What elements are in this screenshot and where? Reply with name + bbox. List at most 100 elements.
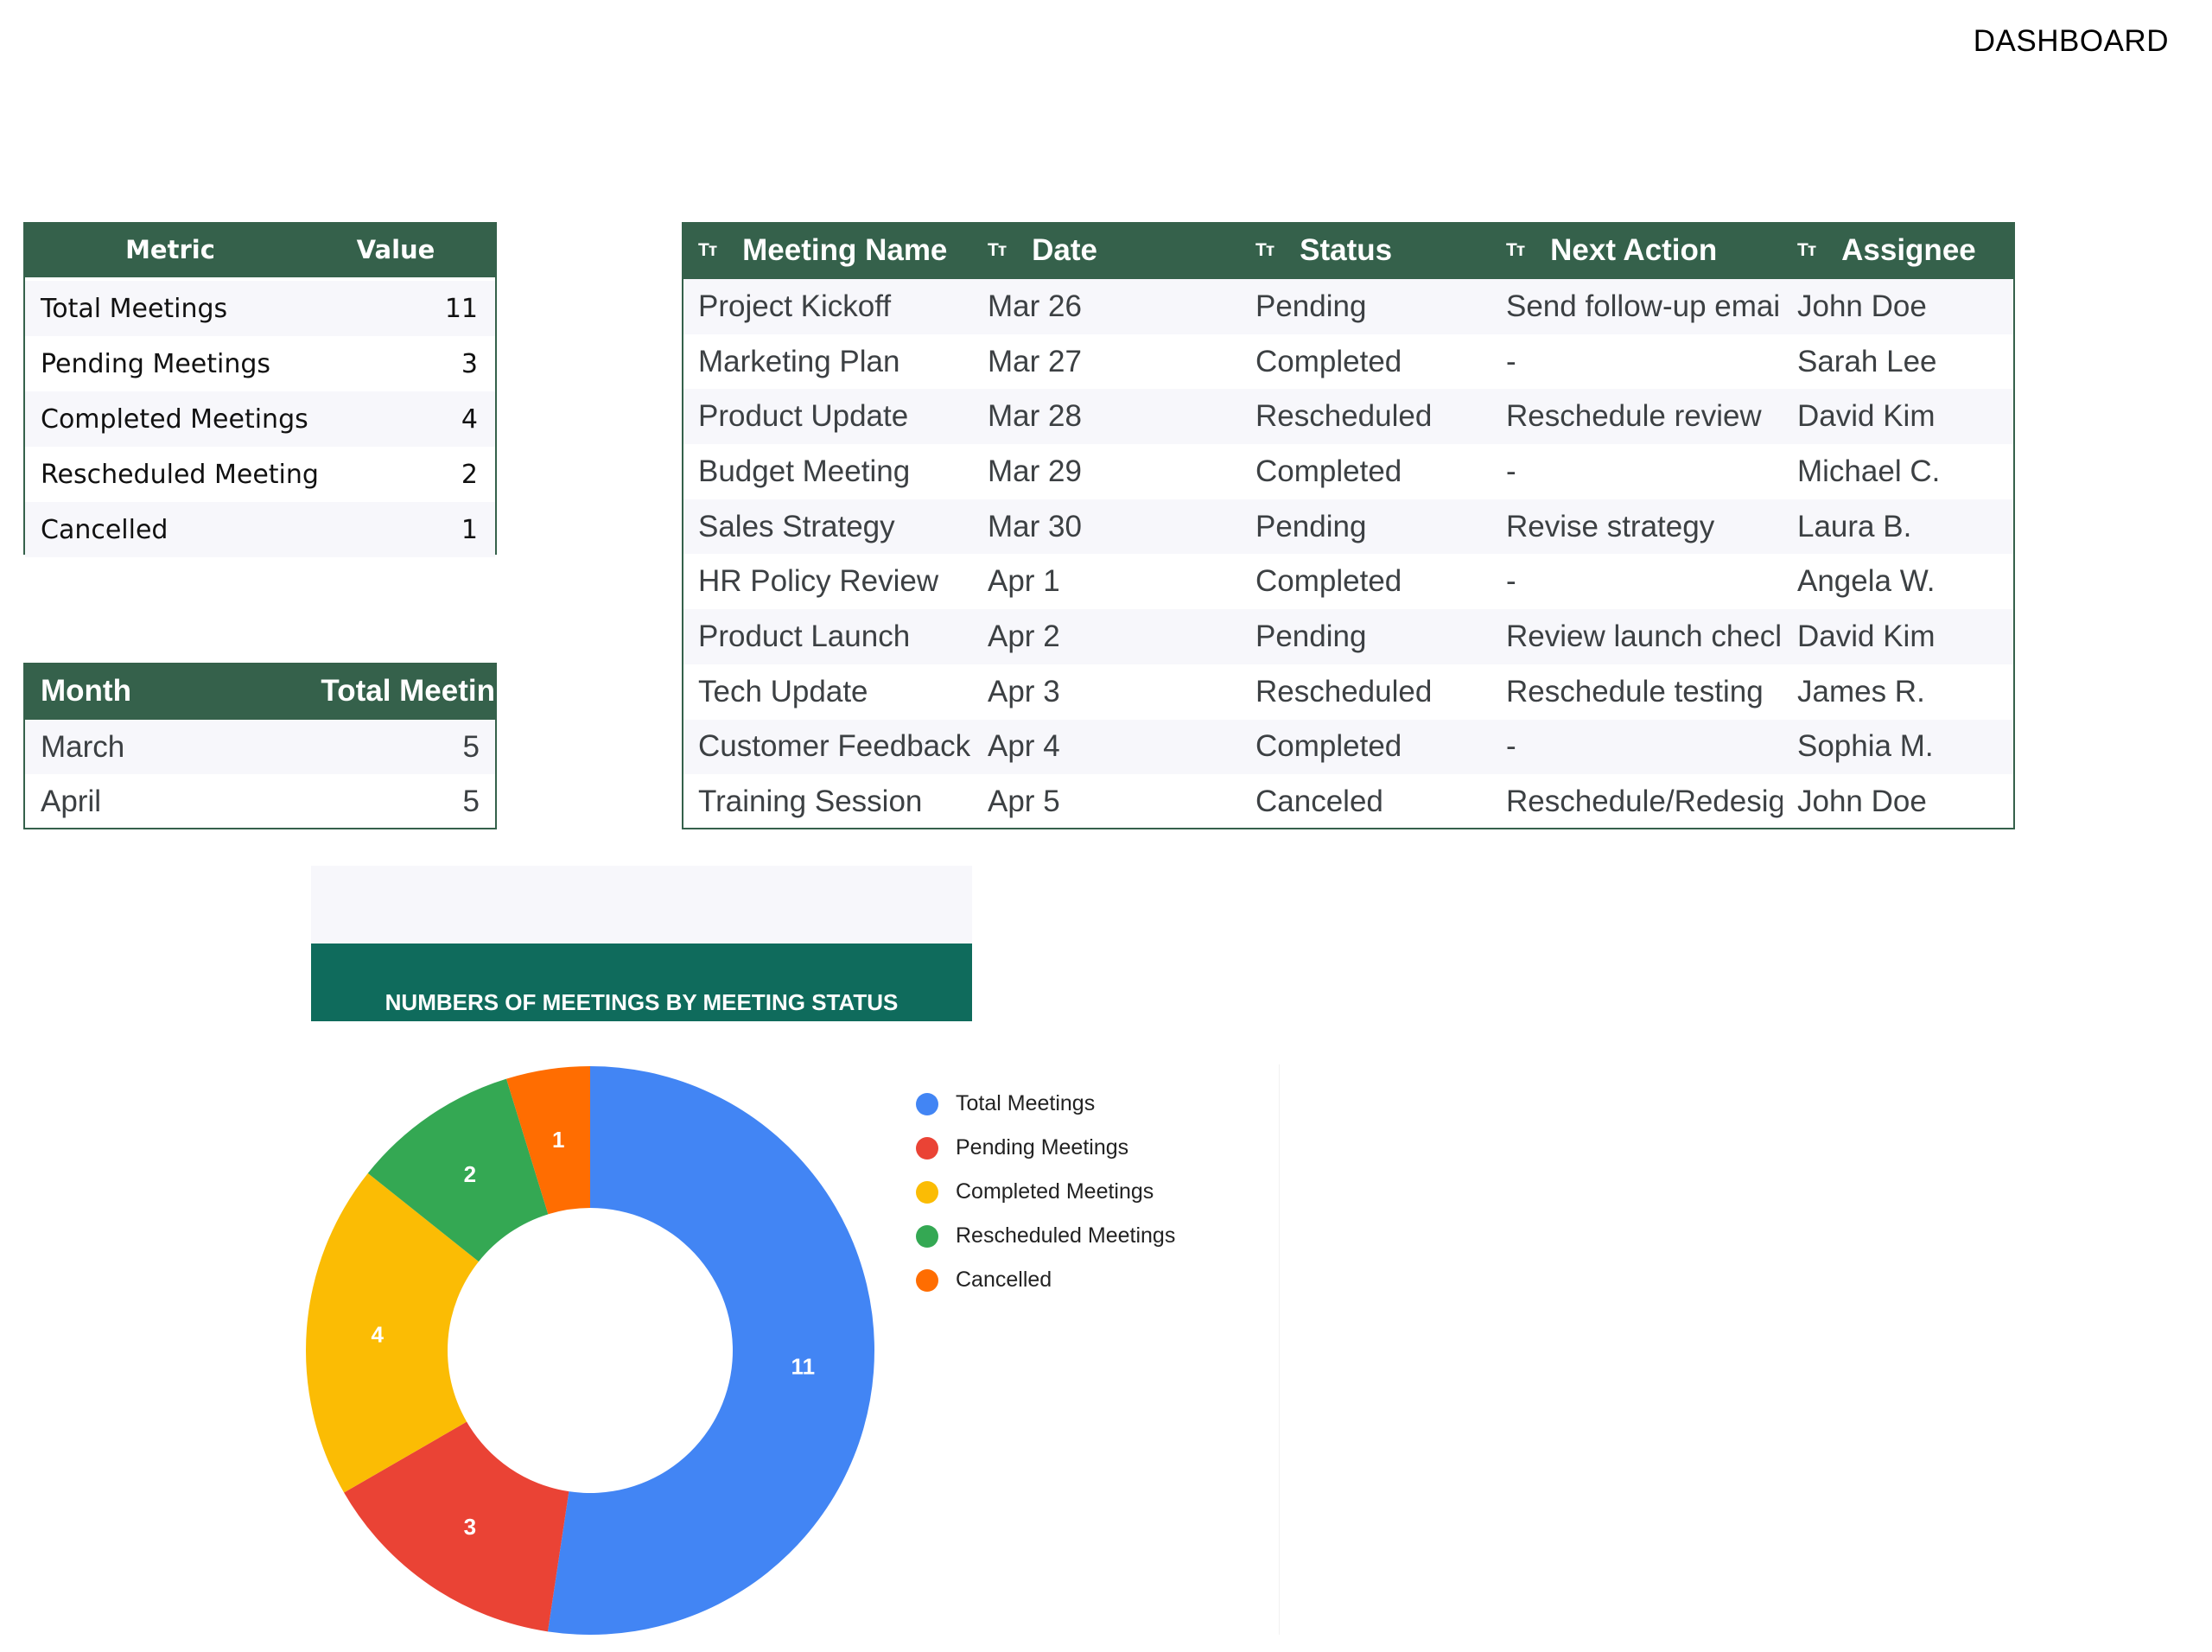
next-action-cell[interactable]: Review launch checl [1506,619,1783,653]
legend-dot [916,1136,938,1160]
next-action-cell[interactable]: - [1506,454,1516,488]
meeting-name-cell[interactable]: Sales Strategy [698,509,895,543]
meeting-name-cell[interactable]: Product Launch [698,619,911,653]
column-header-meeting-name[interactable]: Tт Meeting Name [683,233,973,268]
column-header-assignee[interactable]: Tт Assignee [1783,233,2013,268]
next-action-cell[interactable]: Reschedule/Redesig [1506,785,1783,819]
column-header-next-action[interactable]: Tт Next Action [1491,233,1783,268]
legend-dot [916,1268,938,1292]
table-row: HR Policy Review Apr 1 Completed - Angela W. [683,554,2013,609]
metric-value[interactable]: 3 [461,348,478,379]
date-cell[interactable]: Mar 26 [988,289,1082,323]
metric-name[interactable]: Pending Meetings [41,348,271,379]
assignee-cell[interactable]: James R. [1797,674,1925,708]
metric-value[interactable]: 1 [461,514,478,545]
status-cell[interactable]: Pending [1255,289,1367,323]
column-header-status[interactable]: Tт Status [1241,233,1491,268]
next-action-cell[interactable]: Reschedule review [1506,399,1762,434]
column-header-value[interactable]: Value [356,235,435,264]
table-row: Tech Update Apr 3 Rescheduled Reschedule te… [683,664,2013,720]
date-cell[interactable]: Apr 1 [988,564,1060,599]
column-header-date[interactable]: Tт Date [973,233,1241,268]
column-header-label: Date [1032,233,1097,267]
donut-slice-pending-meetings[interactable] [344,1421,569,1632]
column-header-total-meetings[interactable]: Total Meetin [321,674,495,708]
assignee-cell[interactable]: David Kim [1797,619,1936,653]
assignee-cell[interactable]: John Doe [1797,785,1927,819]
month-name[interactable]: March [41,729,125,764]
status-cell[interactable]: Pending [1255,619,1367,653]
legend-label: Completed Meetings [956,1179,1154,1204]
legend-label: Rescheduled Meetings [956,1223,1176,1248]
status-cell[interactable]: Rescheduled [1255,399,1433,434]
next-action-cell[interactable]: - [1506,564,1516,599]
donut-chart[interactable]: 11 3 4 2 1 Total Meetings Pending Meetings Com… [199,1064,1280,1635]
metric-name[interactable]: Cancelled [41,514,168,545]
metric-name[interactable]: Rescheduled Meeting [41,459,319,490]
text-type-icon: Tт [1255,240,1274,260]
status-cell[interactable]: Pending [1255,509,1367,543]
month-name[interactable]: April [41,784,102,818]
date-cell[interactable]: Mar 30 [988,509,1082,543]
status-cell[interactable]: Completed [1255,344,1402,378]
column-header-metric[interactable]: Metric [125,235,215,264]
month-total[interactable]: 5 [462,729,480,764]
legend-item-cancelled[interactable]: Cancelled [916,1258,1175,1302]
metric-value[interactable]: 2 [461,459,478,490]
status-cell[interactable]: Rescheduled [1255,674,1433,708]
meeting-name-cell[interactable]: Tech Update [698,674,868,708]
legend-label: Pending Meetings [956,1135,1129,1160]
month-total[interactable]: 5 [462,784,480,818]
assignee-cell[interactable]: Sarah Lee [1797,344,1937,378]
month-table-header: Month Total Meetin [25,664,495,720]
status-cell[interactable]: Completed [1255,454,1402,488]
next-action-cell[interactable]: - [1506,729,1516,764]
legend-item-total-meetings[interactable]: Total Meetings [916,1082,1175,1126]
date-cell[interactable]: Apr 2 [988,619,1060,653]
legend-item-rescheduled-meetings[interactable]: Rescheduled Meetings [916,1214,1175,1258]
column-header-label: Assignee [1841,233,1976,267]
meeting-name-cell[interactable]: Budget Meeting [698,454,911,488]
status-cell[interactable]: Canceled [1255,785,1383,819]
meeting-name-cell[interactable]: Product Update [698,399,909,434]
meeting-name-cell[interactable]: HR Policy Review [698,564,939,599]
column-header-month[interactable]: Month [41,674,131,708]
meeting-name-cell[interactable]: Project Kickoff [698,289,892,323]
donut-slice-rescheduled-meetings[interactable] [367,1078,549,1262]
date-cell[interactable]: Mar 29 [988,454,1082,488]
next-action-cell[interactable]: Reschedule testing [1506,674,1764,708]
legend-dot [916,1092,938,1115]
metric-name[interactable]: Total Meetings [41,293,228,324]
status-cell[interactable]: Completed [1255,564,1402,599]
assignee-cell[interactable]: Angela W. [1797,564,1936,599]
assignee-cell[interactable]: David Kim [1797,399,1936,434]
donut-data-label: 11 [791,1353,816,1379]
date-cell[interactable]: Apr 3 [988,674,1060,708]
donut-slice-completed-meetings[interactable] [306,1172,479,1493]
assignee-cell[interactable]: Sophia M. [1797,729,1934,764]
next-action-cell[interactable]: - [1506,344,1516,378]
legend-item-completed-meetings[interactable]: Completed Meetings [916,1170,1175,1214]
status-cell[interactable]: Completed [1255,729,1402,764]
meetings-table-header: Tт Meeting Name Tт Date Tт Status Tт Next Actio… [683,224,2013,279]
text-type-icon: Tт [1506,240,1525,260]
meeting-name-cell[interactable]: Customer Feedback [698,729,971,764]
metric-name[interactable]: Completed Meetings [41,403,308,435]
next-action-cell[interactable]: Revise strategy [1506,509,1715,543]
metric-row: Rescheduled Meeting 2 [25,447,495,502]
date-cell[interactable]: Mar 28 [988,399,1082,434]
meeting-name-cell[interactable]: Marketing Plan [698,344,900,378]
date-cell[interactable]: Mar 27 [988,344,1082,378]
assignee-cell[interactable]: Michael C. [1797,454,1941,488]
date-cell[interactable]: Apr 5 [988,785,1060,819]
donut-slice-total-meetings[interactable] [547,1066,875,1635]
next-action-cell[interactable]: Send follow-up emai [1506,289,1781,323]
metric-value[interactable]: 11 [444,293,478,324]
donut-slice-cancelled[interactable] [506,1066,590,1215]
assignee-cell[interactable]: John Doe [1797,289,1927,323]
meeting-name-cell[interactable]: Training Session [698,785,923,819]
legend-item-pending-meetings[interactable]: Pending Meetings [916,1126,1175,1170]
assignee-cell[interactable]: Laura B. [1797,509,1912,543]
date-cell[interactable]: Apr 4 [988,729,1060,764]
metric-value[interactable]: 4 [461,403,478,435]
